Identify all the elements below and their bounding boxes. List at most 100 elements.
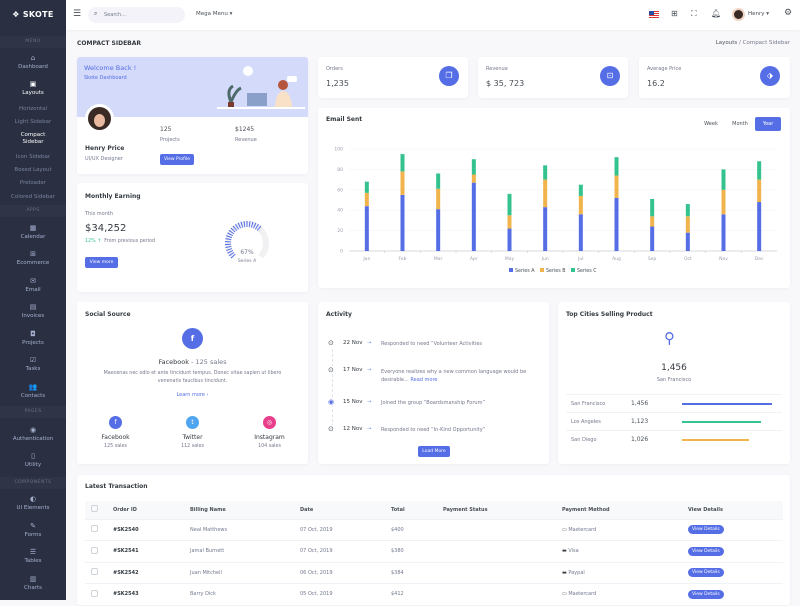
- earning-change: 12% ↑ From previous period: [85, 239, 156, 244]
- sidebar-sub-boxed-layout[interactable]: Boxed Layout: [14, 167, 52, 173]
- bar-series-a: [685, 232, 690, 251]
- user-dropdown[interactable]: Henry ▾: [748, 11, 770, 17]
- bar-series-c: [507, 193, 512, 216]
- sidebar-sub-compact-sidebar[interactable]: Compact Sidebar: [20, 132, 46, 145]
- settings-gear-icon[interactable]: ⚙: [784, 8, 793, 18]
- sidebar-item-utility[interactable]: ▯ Utility: [0, 452, 66, 468]
- view-details-button[interactable]: View Details: [688, 589, 724, 599]
- card-title: Activity: [326, 311, 352, 318]
- breadcrumb-current: Compact Sidebar: [742, 40, 790, 46]
- city-row: Los Angeles 1,123: [566, 413, 782, 431]
- briefcase-icon: ◘: [30, 330, 36, 338]
- sidebar-sub-light-sidebar[interactable]: Light Sidebar: [14, 119, 52, 125]
- chevron-right-icon: ›: [206, 392, 209, 398]
- view-details-button[interactable]: View Details: [688, 546, 724, 556]
- sidebar-item-ecommerce[interactable]: ⊞ Ecommerce: [0, 250, 66, 266]
- read-more-link[interactable]: Read more: [410, 376, 438, 383]
- user-avatar[interactable]: [732, 8, 745, 21]
- sidebar-item-forms[interactable]: ✎ Forms: [0, 522, 66, 538]
- bar-series-a: [543, 207, 548, 251]
- mega-menu-dropdown[interactable]: Mega Menu ▾: [196, 11, 233, 17]
- load-more-button[interactable]: Load More: [418, 446, 450, 457]
- sidebar-item-charts[interactable]: ▥ Charts: [0, 575, 66, 591]
- credit-card-icon: ▭: [562, 526, 567, 533]
- card-title: Monthly Earning: [85, 193, 141, 200]
- home-icon: ⌂: [30, 54, 36, 62]
- x-tick-label: Jan: [362, 256, 370, 262]
- stacked-bar-chart: 0 20 40 60 80 100 Jan Feb Mar Apr May Jun Jul Aug Sep O…: [334, 147, 777, 274]
- sidebar-sub-colored-sidebar[interactable]: Colored Sidebar: [11, 194, 55, 200]
- sidebar-item-dashboard[interactable]: ⌂ Dashboard: [0, 54, 66, 70]
- tab-year[interactable]: Year: [755, 117, 781, 131]
- radial-gauge: [225, 221, 269, 259]
- select-all-checkbox[interactable]: [91, 505, 98, 513]
- sidebar-sub-icon-sidebar[interactable]: Icon Sidebar: [15, 154, 51, 160]
- tab-week[interactable]: Week: [704, 121, 718, 127]
- sidebar-item-authentication[interactable]: ◉ Authentication: [0, 426, 66, 442]
- bar-series-a: [436, 209, 441, 251]
- view-details-button[interactable]: View Details: [688, 568, 724, 578]
- view-more-button[interactable]: View more: [85, 257, 118, 268]
- sidebar-sub-horizontal[interactable]: Horizontal: [18, 106, 48, 112]
- chevron-down-icon: ▾: [229, 11, 233, 17]
- social-item-instagram: ◎ Instagram 104 sales: [231, 416, 308, 449]
- breadcrumb: Layouts / Compact Sidebar: [715, 40, 790, 46]
- sidebar-item-calendar[interactable]: ▦ Calendar: [0, 224, 66, 240]
- sidebar-item-invoices[interactable]: ▤ Invoices: [0, 303, 66, 319]
- us-flag-icon[interactable]: [649, 11, 659, 18]
- gauge-series-label: Series A: [237, 259, 257, 264]
- menu-toggle-icon[interactable]: ☰: [73, 9, 82, 19]
- col-payment-status: Payment Status: [437, 501, 556, 520]
- bar-series-b: [614, 175, 619, 198]
- learn-more-link[interactable]: Learn more ›: [176, 392, 209, 398]
- revenue-label: Revenue: [235, 137, 257, 143]
- email-sent-card: Email Sent Week Month Year 0 20 40 60 80 100 J…: [318, 108, 790, 288]
- table-row: #SK2540 Neal Matthews 07 Oct, 2019 $400 …: [85, 519, 783, 541]
- arrow-right-icon: ➝: [367, 426, 372, 432]
- fullscreen-icon[interactable]: ⛶: [691, 9, 697, 18]
- sidebar-item-ui-elements[interactable]: ◐ UI Elements: [0, 495, 66, 511]
- col-payment-method: Payment Method: [556, 501, 682, 520]
- legend-label: Series B: [546, 268, 566, 274]
- sidebar-item-projects[interactable]: ◘ Projects: [0, 330, 66, 346]
- social-item-twitter: t Twitter 112 sales: [154, 416, 231, 449]
- stat-label: Revenue: [486, 66, 508, 72]
- facebook-icon: f: [109, 416, 122, 429]
- search-icon: ⌕: [94, 10, 98, 17]
- row-checkbox[interactable]: [91, 589, 98, 597]
- bar-series-a: [614, 197, 619, 251]
- tab-month[interactable]: Month: [732, 121, 748, 127]
- section-pages: PAGES: [0, 406, 66, 418]
- order-id: #SK2541: [107, 540, 184, 563]
- view-details-button[interactable]: View Details: [688, 525, 724, 535]
- apps-grid-icon[interactable]: ⊞: [671, 9, 678, 18]
- cities-table: San Francisco 1,456 Los Angeles 1,123 Sa…: [566, 394, 782, 449]
- section-apps: APPS: [0, 205, 66, 217]
- sidebar-item-email[interactable]: ✉ Email: [0, 277, 66, 293]
- y-tick-label: 20: [337, 228, 343, 234]
- search-input[interactable]: ⌕ Search...: [88, 7, 185, 23]
- view-profile-button[interactable]: View Profile: [160, 154, 194, 165]
- logo[interactable]: ❖ SKOTE: [12, 10, 54, 19]
- bar-series-b: [471, 174, 476, 183]
- credit-card-icon: ▬: [562, 569, 567, 576]
- calendar-icon: ▦: [29, 224, 37, 232]
- row-checkbox[interactable]: [91, 568, 98, 576]
- sidebar-item-layouts[interactable]: ▣ Layouts: [0, 80, 66, 96]
- sidebar-sub-preloader[interactable]: Preloader: [19, 180, 47, 186]
- bar-series-c: [543, 165, 548, 180]
- order-date: 06 Oct, 2019: [294, 562, 385, 584]
- row-checkbox[interactable]: [91, 525, 98, 533]
- y-tick-label: 40: [337, 208, 343, 214]
- legend-label: Series C: [577, 268, 597, 274]
- breadcrumb-layouts[interactable]: Layouts: [715, 40, 738, 46]
- sidebar-item-tables[interactable]: ☰ Tables: [0, 548, 66, 564]
- bell-icon[interactable]: 🔔︎: [711, 9, 722, 18]
- row-checkbox[interactable]: [91, 546, 98, 554]
- sidebar-item-tasks[interactable]: ☑ Tasks: [0, 356, 66, 372]
- billing-name: Jamal Burnett: [184, 540, 294, 563]
- arrow-right-icon: ➝: [367, 340, 372, 346]
- stat-card-revenue: Revenue $ 35, 723 ⊡: [478, 57, 628, 98]
- table-header-row: Order ID Billing Name Date Total Payment…: [85, 501, 783, 520]
- sidebar-item-contacts[interactable]: 👥 Contacts: [0, 383, 66, 399]
